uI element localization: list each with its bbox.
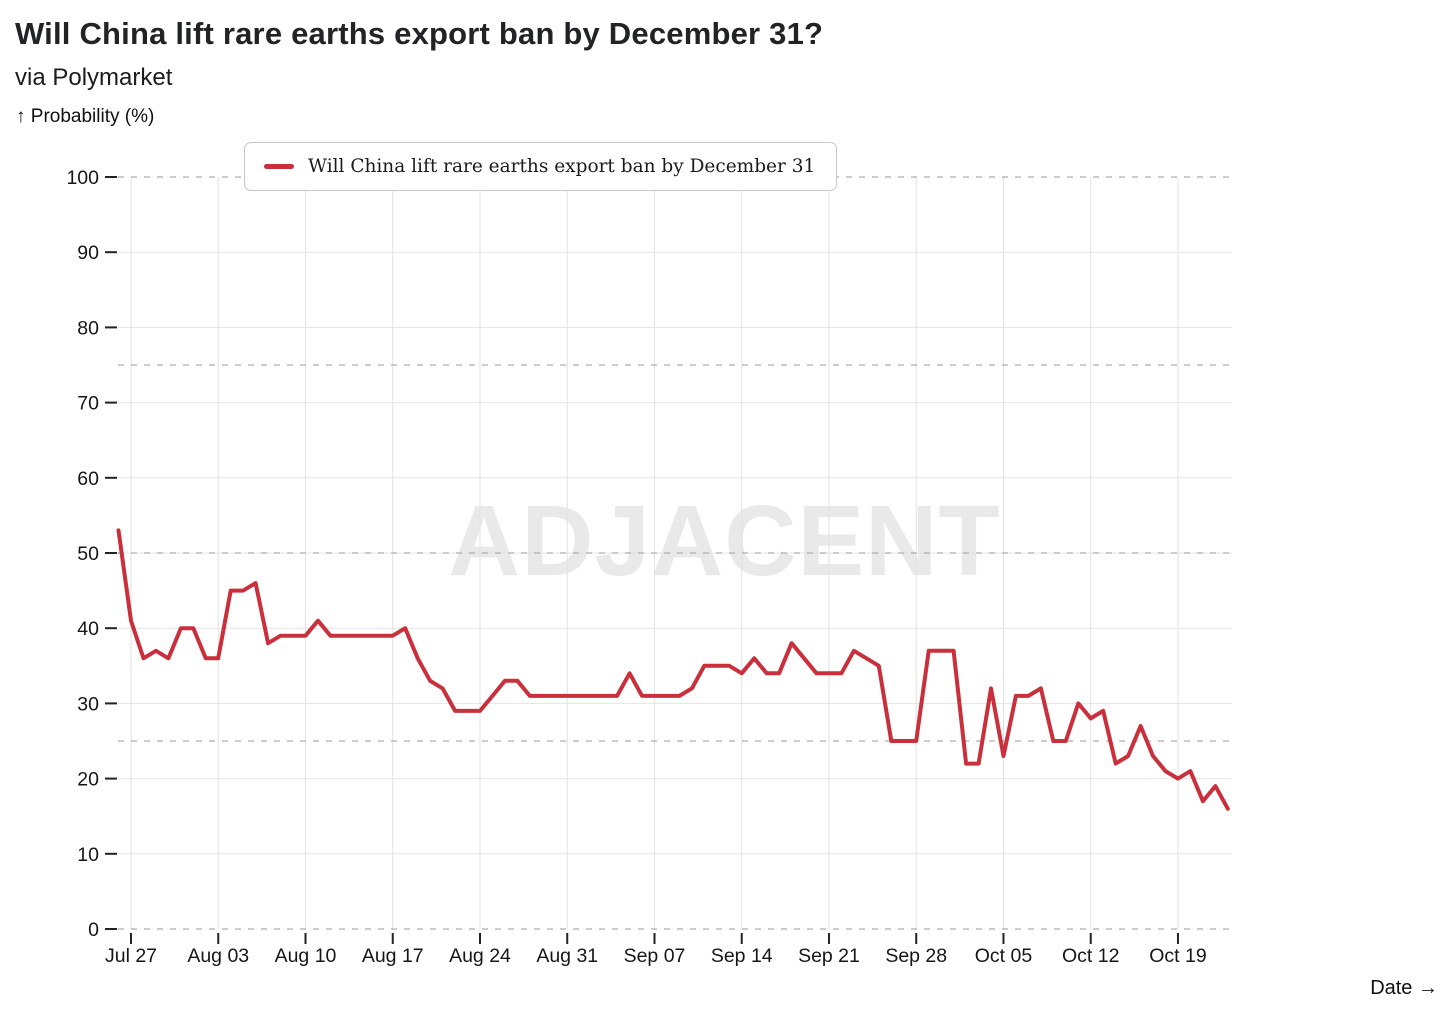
y-tick-label: 80 xyxy=(77,317,99,339)
chart-subtitle: via Polymarket xyxy=(15,64,173,91)
x-tick-label: Oct 05 xyxy=(975,945,1033,967)
watermark: ADJACENT xyxy=(448,485,1001,597)
x-tick-label: Aug 03 xyxy=(187,945,249,967)
x-tick-label: Sep 14 xyxy=(711,945,773,967)
legend: Will China lift rare earths export ban b… xyxy=(244,142,838,191)
x-tick-label: Sep 07 xyxy=(624,945,686,967)
x-tick-label: Sep 28 xyxy=(885,945,947,967)
y-tick-label: 60 xyxy=(77,468,99,490)
y-tick-label: 50 xyxy=(77,543,99,565)
x-tick-label: Sep 21 xyxy=(798,945,860,967)
x-axis-title: Date → xyxy=(1370,977,1438,999)
x-tick-label: Oct 19 xyxy=(1149,945,1206,967)
y-tick-label: 10 xyxy=(77,844,99,866)
x-tick-label: Jul 27 xyxy=(105,945,157,967)
y-tick-label: 20 xyxy=(77,769,99,791)
y-tick-label: 90 xyxy=(77,242,99,264)
y-tick-label: 70 xyxy=(77,393,99,415)
y-tick-label: 100 xyxy=(66,167,99,189)
y-axis-title: ↑ Probability (%) xyxy=(16,106,155,127)
y-tick-label: 0 xyxy=(88,919,99,941)
legend-line-swatch xyxy=(264,164,294,169)
legend-label: Will China lift rare earths export ban b… xyxy=(308,156,816,177)
x-tick-label: Aug 10 xyxy=(275,945,337,967)
probability-line xyxy=(116,528,1230,811)
x-tick-label: Oct 12 xyxy=(1062,945,1119,967)
chart-title: Will China lift rare earths export ban b… xyxy=(15,16,824,51)
x-tick-label: Aug 24 xyxy=(449,945,511,967)
x-tick-label: Aug 17 xyxy=(362,945,424,967)
x-tick-label: Aug 31 xyxy=(536,945,598,967)
y-tick-label: 30 xyxy=(77,693,99,715)
y-tick-label: 40 xyxy=(77,618,99,640)
